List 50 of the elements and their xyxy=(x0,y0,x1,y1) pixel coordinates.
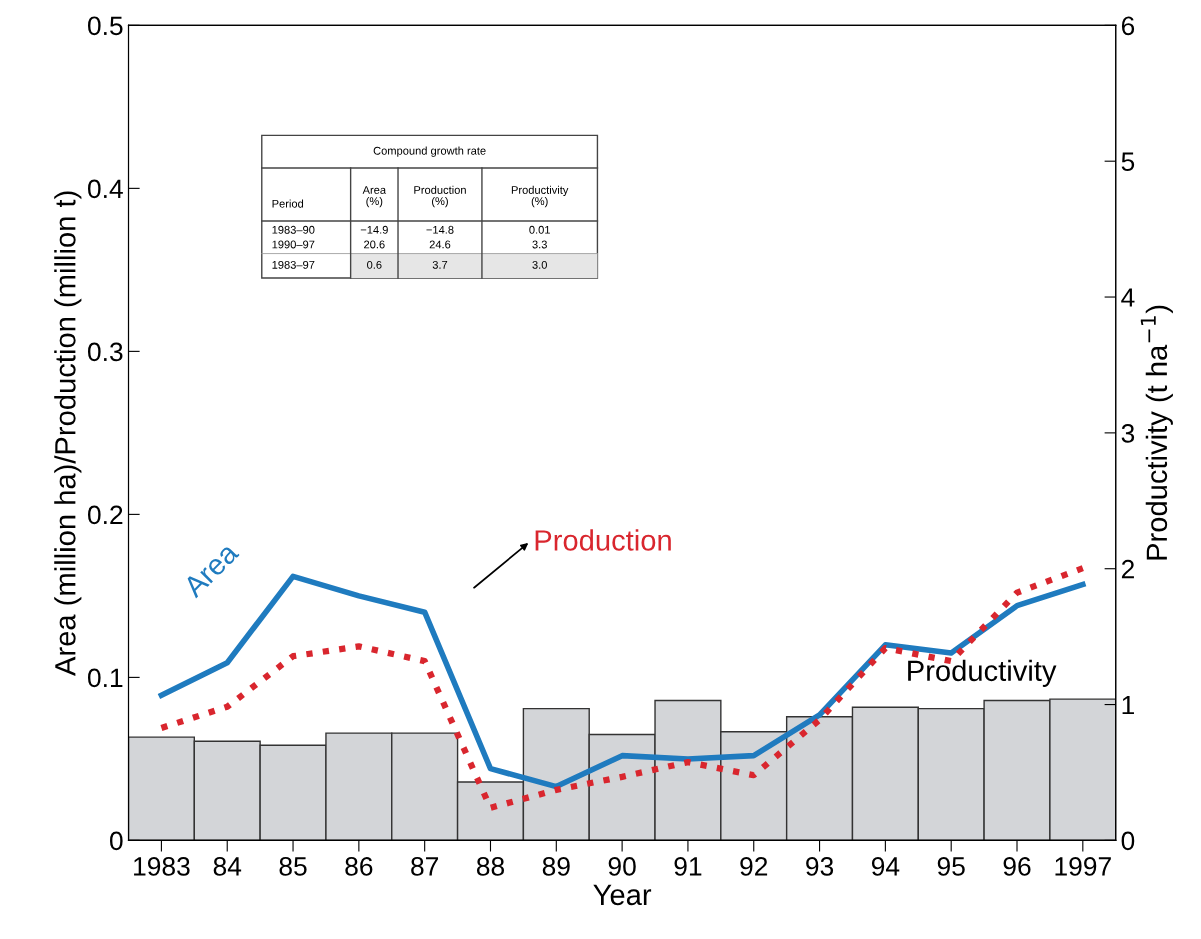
y-tick-label: 0.2 xyxy=(88,505,123,525)
y2-axis-title: Productivity (t ha$^{−1}$) xyxy=(1140,305,1173,560)
y-tick-label: 0 xyxy=(110,831,123,851)
annotation: 1983–90 xyxy=(272,225,315,234)
y-tick-label: 0.5 xyxy=(88,16,123,36)
x-tick-label: 88 xyxy=(476,857,505,876)
annotation: 0.01 xyxy=(529,225,550,234)
x-tick-label: 96 xyxy=(1003,857,1031,876)
x-tick-label: 90 xyxy=(608,857,636,876)
annotation: −14.8 xyxy=(426,225,454,234)
y-tick-label: 0.1 xyxy=(88,668,123,688)
x-tick-label: 1997 xyxy=(1055,857,1111,876)
y-tick-label: 0.4 xyxy=(88,179,123,199)
annotation: 20.6 xyxy=(364,240,385,249)
x-tick-label: 87 xyxy=(411,857,439,876)
x-tick-label: 95 xyxy=(937,857,965,876)
y-axis-title: Area (million ha)/Production (million t) xyxy=(54,191,82,676)
annotation: Productivity (%) xyxy=(511,185,569,208)
annotation: 3.7 xyxy=(432,260,448,269)
x-tick-label: 94 xyxy=(871,857,900,876)
annotation: 3.0 xyxy=(532,260,547,269)
y2-tick-label: 4 xyxy=(1121,288,1135,307)
x-tick-label: 86 xyxy=(345,857,373,876)
x-tick-label: 85 xyxy=(279,857,307,876)
y2-tick-label: 2 xyxy=(1121,559,1134,579)
annotation: Compound growth rate xyxy=(373,146,486,157)
x-tick-label: 91 xyxy=(674,857,702,876)
annotation: Production (%) xyxy=(414,185,466,208)
y-tick-label: 0.3 xyxy=(88,342,123,362)
x-tick-label: 1983 xyxy=(134,857,190,876)
y2-tick-label: 6 xyxy=(1121,16,1135,36)
x-axis-title: Year xyxy=(593,884,652,906)
y2-tick-label: 1 xyxy=(1122,695,1134,715)
annotation: 3.3 xyxy=(532,240,547,249)
annotation: 1990–97 xyxy=(272,240,315,249)
annotation: Period xyxy=(272,199,304,208)
annotation: 24.6 xyxy=(429,240,451,249)
annotation: −14.9 xyxy=(360,225,388,234)
x-tick-label: 89 xyxy=(542,857,570,876)
annotation: 0.6 xyxy=(367,260,382,269)
x-tick-label: 93 xyxy=(806,857,834,876)
y2-tick-label: 0 xyxy=(1121,831,1135,851)
y2-tick-label: 3 xyxy=(1121,424,1135,443)
y2-tick-label: 5 xyxy=(1121,152,1135,172)
annotation: 1983–97 xyxy=(272,260,315,269)
series-label: Productivity xyxy=(908,659,1057,687)
x-tick-label: 92 xyxy=(740,857,768,876)
x-tick-label: 84 xyxy=(213,857,242,876)
text: Production xyxy=(535,529,671,551)
annotation: Area (%) xyxy=(362,186,387,208)
